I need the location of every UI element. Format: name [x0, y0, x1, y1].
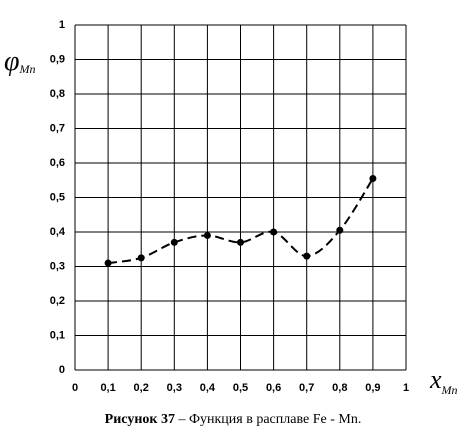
data-point	[369, 175, 377, 183]
y-tick-label: 0,6	[50, 157, 65, 169]
x-tick-label: 0,3	[167, 382, 182, 394]
y-axis-label: φMn	[4, 46, 36, 77]
y-tick-label: 1	[59, 19, 65, 31]
x-tick-label: 0,9	[365, 382, 380, 394]
y-tick-label: 0,5	[50, 191, 65, 203]
x-tick-label: 1	[403, 382, 409, 394]
y-tick-label: 0,4	[50, 226, 66, 238]
y-tick-label: 0,9	[50, 53, 65, 65]
data-point	[336, 226, 344, 234]
data-point	[237, 238, 244, 246]
data-point	[203, 231, 211, 239]
y-tick-label: 0,8	[50, 88, 65, 100]
x-tick-label: 0,4	[200, 382, 216, 394]
x-tick-label: 0,1	[100, 382, 115, 394]
y-tick-label: 0	[59, 364, 65, 376]
data-point	[303, 252, 311, 260]
x-tick-label: 0,5	[233, 382, 248, 394]
caption: Рисунок 37 – Функция в расплаве Fe - Mn.	[105, 412, 362, 427]
data-point	[270, 228, 278, 236]
data-line	[107, 177, 374, 265]
x-tick-label: 0,8	[332, 382, 347, 394]
x-tick-label: 0,2	[134, 382, 149, 394]
x-tick-label: 0,7	[299, 382, 314, 394]
y-tick-label: 0,3	[50, 260, 65, 272]
x-tick-label: 0,6	[266, 382, 281, 394]
y-tick-label: 0,2	[50, 295, 65, 307]
data-point	[170, 238, 178, 246]
x-tick-label: 0	[72, 382, 78, 394]
data-point	[137, 254, 145, 262]
x-axis-label: xMn	[429, 365, 458, 397]
y-tick-label: 0,1	[50, 329, 65, 341]
y-tick-label: 0,7	[50, 122, 65, 134]
data-point	[104, 259, 112, 267]
